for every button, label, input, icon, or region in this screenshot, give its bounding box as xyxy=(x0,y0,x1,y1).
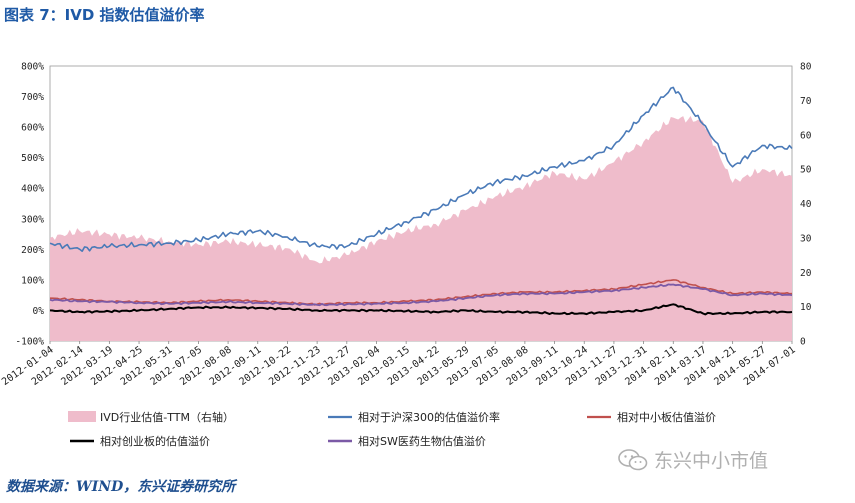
legend-label: 相对创业板的估值溢价 xyxy=(100,434,210,448)
series-sw-pharma-premium xyxy=(49,283,793,307)
chart-title: 图表 7：IVD 指数估值溢价率 xyxy=(4,6,205,24)
legend-label: IVD行业估值-TTM（右轴） xyxy=(100,410,234,424)
y-left-tick-label: 300% xyxy=(21,214,44,225)
series-chinext-premium xyxy=(49,303,793,316)
y-right-tick-label: 20 xyxy=(800,268,812,279)
series-hs300-premium xyxy=(49,86,793,252)
y-left-tick-label: 0% xyxy=(33,306,45,317)
y-right-tick-label: 60 xyxy=(800,130,812,141)
x-tick-label: 2014-07-01 xyxy=(742,344,798,388)
series-ivd-pe-area xyxy=(50,116,792,341)
legend-label: 相对于沪深300的估值溢价率 xyxy=(358,410,500,424)
y-left-tick-label: -100% xyxy=(15,337,44,348)
watermark-text: 东兴中小市值 xyxy=(654,450,769,472)
legend-item-ivd-pe: IVD行业估值-TTM（右轴） xyxy=(68,410,234,424)
y-right-tick-label: 80 xyxy=(800,62,812,73)
legend-item-smallcap: 相对中小板估值溢价 xyxy=(587,410,716,424)
legend-item-sw-pharma: 相对SW医药生物估值溢价 xyxy=(328,434,486,448)
y-right-tick-label: 10 xyxy=(800,302,812,313)
y-left-tick-label: 800% xyxy=(21,62,44,73)
y-left-tick-label: 700% xyxy=(21,92,44,103)
y-left-tick-label: 600% xyxy=(21,123,44,134)
y-right-tick-label: 70 xyxy=(800,96,812,107)
legend-item-hs300: 相对于沪深300的估值溢价率 xyxy=(328,410,500,424)
wechat-icon xyxy=(618,448,648,470)
legend-label: 相对中小板估值溢价 xyxy=(617,410,716,424)
y-right-tick-label: 50 xyxy=(800,165,812,176)
legend-item-chinext: 相对创业板的估值溢价 xyxy=(70,434,210,448)
data-source: 数据来源：WIND，东兴证券研究所 xyxy=(6,479,236,495)
legend-swatch xyxy=(68,411,96,422)
chart-canvas: -100% 0% 100% 200% 300% 400% 500% 600% 700% 800% 0… xyxy=(0,62,812,449)
legend: IVD行业估值-TTM（右轴） 相对于沪深300的估值溢价率 相对中小板估值溢价相对… xyxy=(68,410,716,448)
series-smallcap-premium xyxy=(50,279,793,306)
chart-marks xyxy=(49,86,793,341)
y-right-tick-label: 0 xyxy=(800,337,806,348)
y-right-tick-label: 40 xyxy=(800,199,812,210)
y-left-tick-label: 200% xyxy=(21,245,44,256)
y-left-tick-label: 500% xyxy=(21,153,44,164)
watermark: 东兴中小市值 xyxy=(618,446,768,473)
y-left-tick-label: 100% xyxy=(21,275,44,286)
y-right-tick-label: 30 xyxy=(800,233,812,244)
legend-label: 相对SW医药生物估值溢价 xyxy=(358,434,486,448)
y-left-tick-label: 400% xyxy=(21,184,44,195)
